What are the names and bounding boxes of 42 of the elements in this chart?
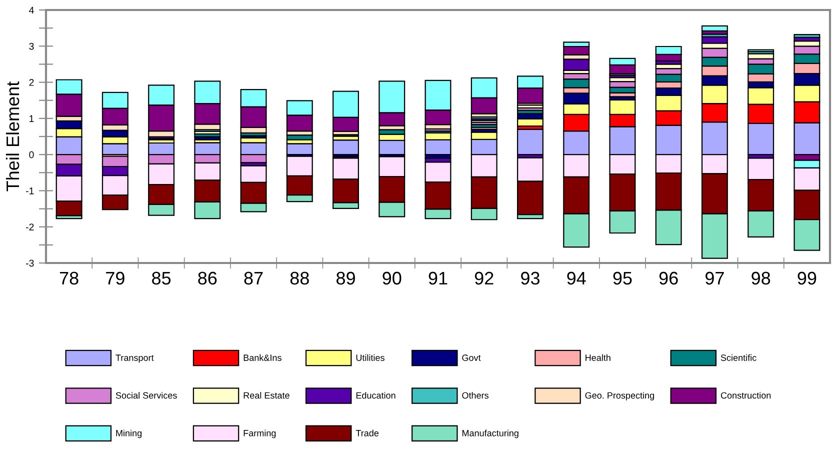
x-tick-label: 97 bbox=[706, 272, 724, 285]
legend-label: Health bbox=[586, 354, 610, 361]
legend-label: Social Services bbox=[116, 392, 177, 399]
x-tick-label: 92 bbox=[474, 272, 494, 285]
y-axis-title: Theil Element bbox=[6, 81, 20, 192]
x-tick-label: 96 bbox=[659, 272, 678, 285]
x-tick-label: 78 bbox=[60, 272, 78, 285]
x-tick-label: 98 bbox=[752, 272, 770, 285]
x-tick-label: 79 bbox=[106, 272, 124, 285]
legend-label: Education bbox=[356, 392, 396, 399]
x-tick-label: 86 bbox=[198, 272, 217, 285]
x-tick-label: 89 bbox=[336, 272, 355, 285]
x-tick-label: 93 bbox=[521, 272, 540, 285]
legend-label: Others bbox=[462, 392, 488, 399]
y-tick-label: 1 bbox=[30, 115, 34, 122]
x-tick-label: 94 bbox=[567, 272, 586, 285]
x-tick-label: 90 bbox=[382, 272, 402, 285]
x-tick-label: 99 bbox=[798, 272, 816, 285]
x-tick-label: 95 bbox=[613, 272, 632, 285]
y-tick-label: 3 bbox=[29, 42, 34, 50]
legend-label: Trade bbox=[356, 430, 379, 436]
y-tick-label: -2 bbox=[26, 224, 34, 230]
legend-label: Transport bbox=[116, 354, 154, 363]
y-tick-label: -3 bbox=[26, 260, 34, 267]
x-tick-label: 91 bbox=[428, 272, 448, 285]
legend-label: Scientific bbox=[720, 354, 756, 361]
legend-label: Bank&Ins bbox=[244, 354, 282, 361]
legend-label: Construction bbox=[720, 392, 771, 399]
y-tick-label: 0 bbox=[29, 151, 34, 158]
legend-label: Real Estate bbox=[244, 392, 290, 399]
y-tick-label: 2 bbox=[29, 79, 34, 86]
legend-label: Utilities bbox=[356, 354, 384, 361]
x-tick-label: 87 bbox=[244, 272, 263, 285]
y-tick-label: 4 bbox=[29, 6, 34, 14]
legend-label: Govt bbox=[462, 354, 481, 361]
legend-label: Mining bbox=[116, 430, 142, 438]
legend-label: Geo. Prospecting bbox=[585, 392, 654, 400]
x-tick-label: 85 bbox=[152, 272, 171, 285]
x-tick-label: 88 bbox=[290, 272, 309, 285]
y-tick-label: -1 bbox=[26, 188, 34, 194]
legend-label: Manufacturing bbox=[462, 430, 518, 438]
legend-label: Farming bbox=[244, 430, 276, 438]
